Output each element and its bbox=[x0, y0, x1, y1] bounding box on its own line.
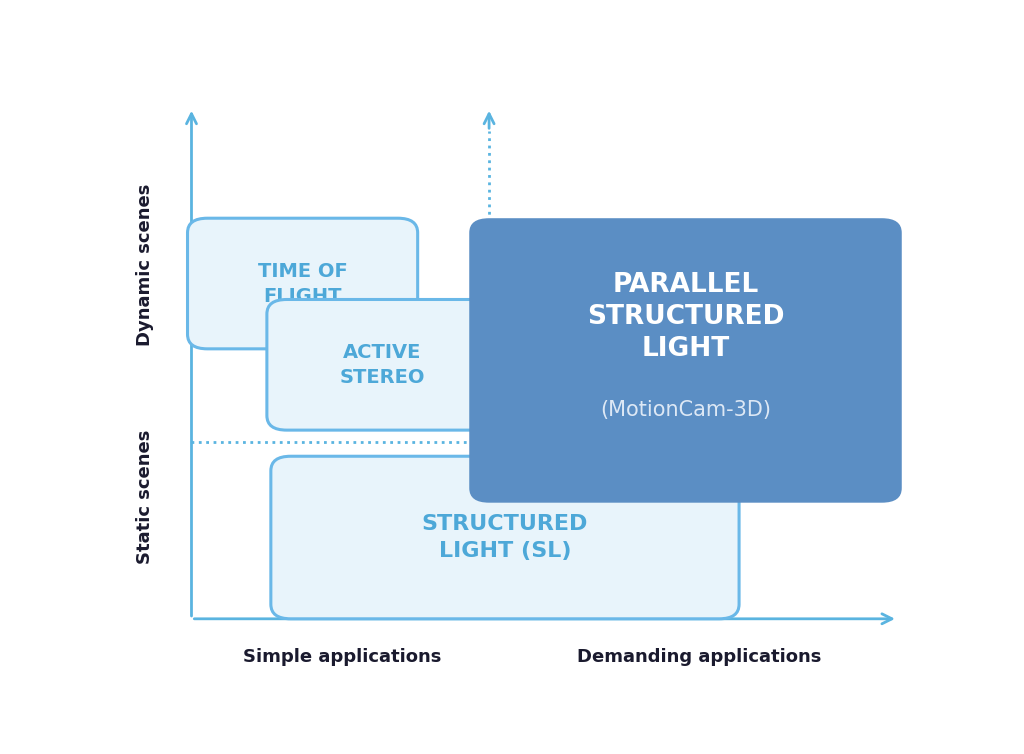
FancyBboxPatch shape bbox=[469, 218, 902, 503]
Text: Simple applications: Simple applications bbox=[243, 648, 441, 666]
FancyBboxPatch shape bbox=[267, 299, 497, 430]
Text: Static scenes: Static scenes bbox=[136, 430, 155, 564]
FancyBboxPatch shape bbox=[187, 218, 418, 349]
Text: ACTIVE
STEREO: ACTIVE STEREO bbox=[339, 343, 425, 387]
Text: TIME OF
FLIGHT: TIME OF FLIGHT bbox=[258, 262, 347, 305]
Text: Dynamic scenes: Dynamic scenes bbox=[136, 183, 155, 346]
FancyBboxPatch shape bbox=[270, 456, 739, 619]
Text: Demanding applications: Demanding applications bbox=[578, 648, 821, 666]
Text: (MotionCam-3D): (MotionCam-3D) bbox=[600, 400, 771, 420]
Text: PARALLEL
STRUCTURED
LIGHT: PARALLEL STRUCTURED LIGHT bbox=[587, 272, 784, 362]
Text: STRUCTURED
LIGHT (SL): STRUCTURED LIGHT (SL) bbox=[422, 514, 588, 561]
